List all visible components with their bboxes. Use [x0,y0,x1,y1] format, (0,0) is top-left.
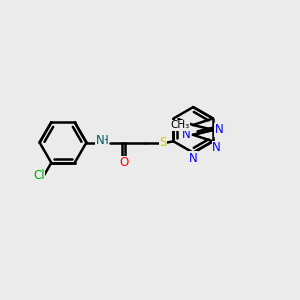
Text: H: H [100,134,109,148]
Text: CH₃: CH₃ [170,120,190,130]
Text: N: N [212,141,221,154]
Text: Cl: Cl [33,169,44,182]
Text: O: O [119,156,128,169]
Text: N: N [189,152,198,165]
Text: N: N [182,128,191,141]
Text: S: S [160,136,167,149]
Text: N: N [95,134,104,148]
Text: N: N [214,123,223,136]
